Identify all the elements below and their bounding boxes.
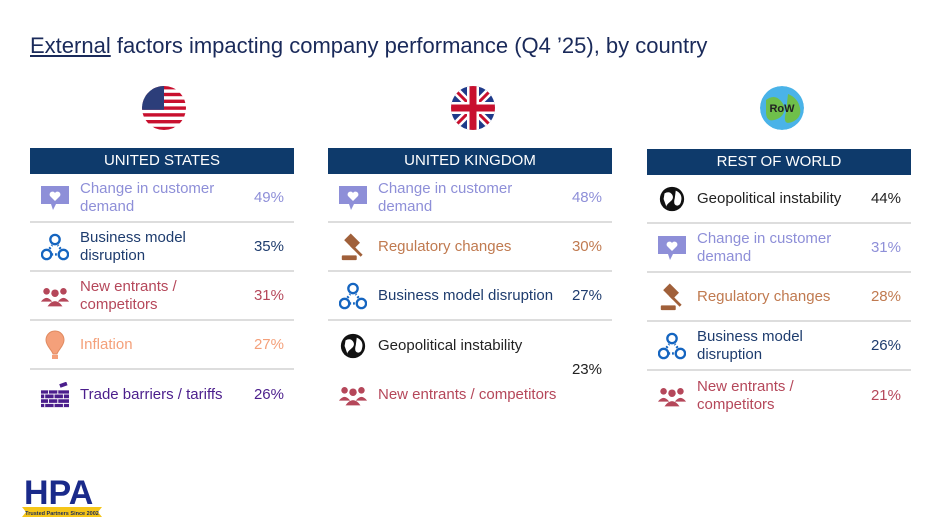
network-people-icon	[328, 282, 378, 310]
heart-speech-icon	[647, 235, 697, 261]
factor-label: Change in customer demand	[378, 179, 513, 215]
factor-percent: 26%	[870, 336, 901, 354]
globe-icon	[328, 332, 378, 360]
panel-header: UNITED KINGDOM	[328, 148, 612, 174]
factor-row: New entrants / competitors	[328, 370, 612, 419]
factor-row: Change in customer demand 31%	[647, 224, 911, 273]
factor-percent: 26%	[253, 385, 284, 403]
factor-row: Change in customer demand 49%	[30, 174, 294, 223]
hpa-logo: HPA Trusted Partners Since 2002	[22, 474, 102, 525]
country-panel: UNITED STATES Change in customer demand …	[30, 148, 294, 419]
svg-text:RoW: RoW	[769, 103, 795, 115]
factor-percent: 44%	[870, 189, 901, 207]
factor-row: Geopolitical instability 44%	[647, 175, 911, 224]
factor-percent: 21%	[870, 386, 901, 404]
factor-label: Geopolitical instability	[697, 189, 842, 207]
factor-percent: 35%	[253, 237, 284, 255]
gavel-icon	[328, 233, 378, 261]
factor-label: Geopolitical instability	[378, 336, 523, 354]
factor-label: Change in customer demand	[80, 179, 215, 215]
factor-percent: 27%	[571, 286, 602, 304]
factor-label: Inflation	[80, 335, 133, 353]
heart-speech-icon	[328, 185, 378, 211]
factor-label: New entrants / competitors	[378, 385, 557, 403]
factor-label: Change in customer demand	[697, 229, 832, 265]
factor-row: Inflation 27%	[30, 321, 294, 370]
panel-header: REST OF WORLD	[647, 149, 911, 175]
panel-header: UNITED STATES	[30, 148, 294, 174]
factor-label: New entrants / competitors	[80, 277, 177, 313]
uk-flag-icon	[451, 86, 495, 130]
brick-wall-icon	[30, 382, 80, 408]
gavel-icon	[647, 283, 697, 311]
factor-label: Regulatory changes	[697, 287, 831, 305]
heart-speech-icon	[30, 185, 80, 211]
factor-row: Change in customer demand 48%	[328, 174, 612, 223]
country-panel: REST OF WORLD Geopolitical instability 4…	[647, 149, 911, 420]
group-icon	[30, 285, 80, 307]
factor-percent: 28%	[870, 287, 901, 305]
group-icon	[328, 384, 378, 406]
factor-row: Geopolitical instability 23%	[328, 321, 612, 378]
balloon-icon	[30, 330, 80, 360]
factor-percent: 23%	[571, 360, 602, 378]
factor-label: Business model disruption	[697, 327, 803, 363]
svg-text:Trusted Partners Since 2002: Trusted Partners Since 2002	[25, 511, 99, 517]
page-title: External factors impacting company perfo…	[30, 33, 707, 59]
factor-row: Business model disruption 27%	[328, 272, 612, 321]
factor-label: Regulatory changes	[378, 237, 512, 255]
factor-percent: 49%	[253, 188, 284, 206]
factor-row: Regulatory changes 30%	[328, 223, 612, 272]
factor-label: Business model disruption	[80, 228, 186, 264]
factor-percent: 30%	[571, 237, 602, 255]
row-globe-icon: RoW	[760, 86, 804, 130]
factor-label: Trade barriers / tariffs	[80, 385, 223, 403]
globe-icon	[647, 185, 697, 213]
factor-percent: 31%	[870, 238, 901, 256]
factor-row: Business model disruption 35%	[30, 223, 294, 272]
country-panel: UNITED KINGDOM Change in customer demand…	[328, 148, 612, 419]
factor-row: Business model disruption 26%	[647, 322, 911, 371]
network-people-icon	[647, 332, 697, 360]
factor-percent: 31%	[253, 286, 284, 304]
svg-text:HPA: HPA	[24, 474, 93, 512]
factor-percent: 48%	[571, 188, 602, 206]
title-rest: factors impacting company performance (Q…	[110, 33, 708, 58]
factor-row: New entrants / competitors 31%	[30, 272, 294, 321]
factor-label: New entrants / competitors	[697, 377, 794, 413]
group-icon	[647, 385, 697, 407]
network-people-icon	[30, 233, 80, 261]
factor-label: Business model disruption	[378, 286, 554, 304]
title-underlined: External	[30, 33, 111, 58]
us-flag-icon	[142, 86, 186, 130]
factor-row: New entrants / competitors 21%	[647, 371, 911, 420]
factor-percent: 27%	[253, 335, 284, 353]
factor-row: Regulatory changes 28%	[647, 273, 911, 322]
factor-row: Trade barriers / tariffs 26%	[30, 370, 294, 419]
